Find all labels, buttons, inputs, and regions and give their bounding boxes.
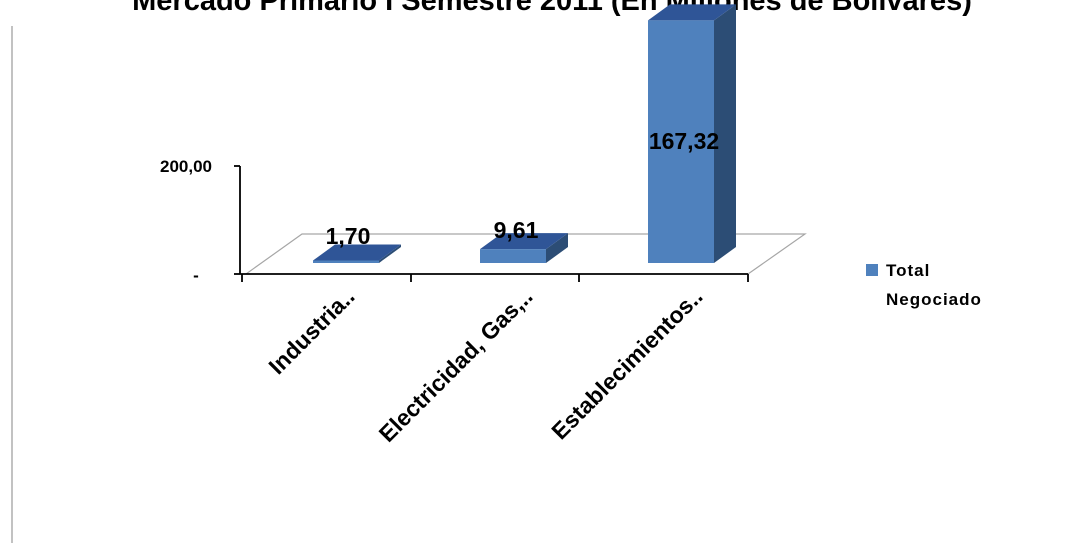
bar-top-establecimientos xyxy=(648,4,736,21)
bar-side-electricidad xyxy=(546,233,568,263)
value-label-industria: 1,70 xyxy=(326,223,371,249)
value-label-establecimientos: 167,32 xyxy=(649,128,719,154)
bar-side-industria xyxy=(379,244,401,263)
bar-side-establecimientos xyxy=(714,4,736,264)
bar-front-establecimientos xyxy=(648,20,714,263)
bar-top-electricidad xyxy=(480,233,568,250)
y-tick-label-top: 200,00 xyxy=(160,157,212,176)
legend-label-line-1: Total xyxy=(886,261,930,280)
value-label-electricidad: 9,61 xyxy=(494,217,539,243)
legend-label-line-2: Negociado xyxy=(886,290,982,309)
bar-front-electricidad xyxy=(480,249,546,263)
y-tick-label-zero: - xyxy=(193,266,199,285)
bars-group xyxy=(313,4,736,264)
legend: Total Negociado xyxy=(866,261,982,309)
bar-top-industria xyxy=(313,244,401,261)
bar-front-industria xyxy=(313,260,379,263)
chart-title: Mercado Primario I Semestre 2011 (En Mil… xyxy=(132,0,972,17)
legend-swatch xyxy=(866,264,878,276)
